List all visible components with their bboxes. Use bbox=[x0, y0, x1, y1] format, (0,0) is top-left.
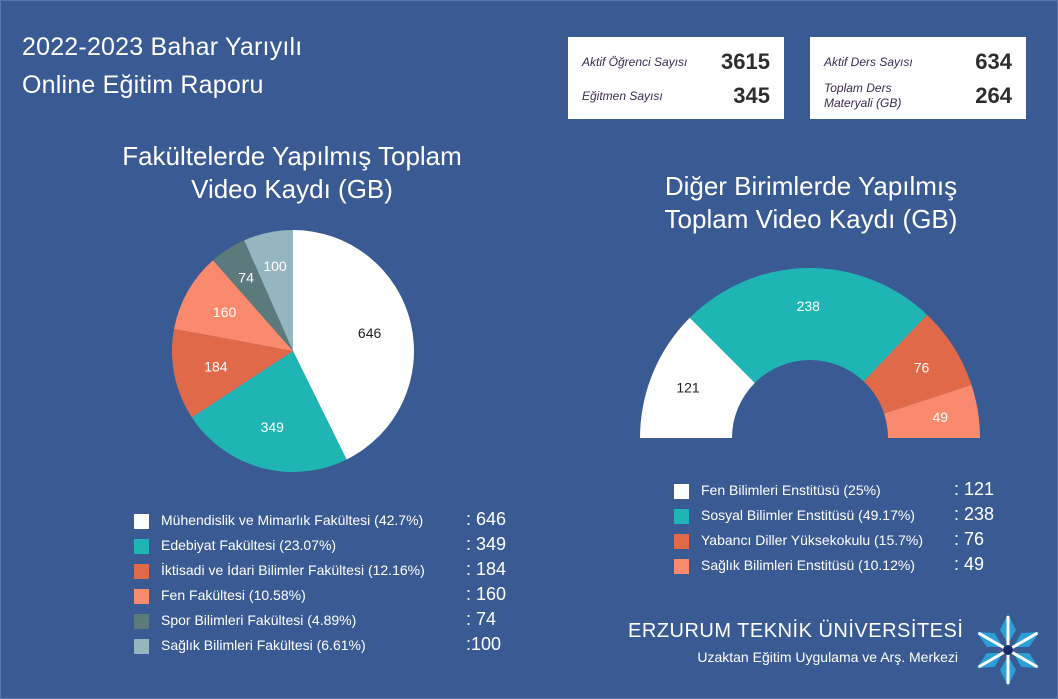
pie-slice bbox=[172, 328, 293, 418]
legend-value: : 74 bbox=[466, 609, 497, 629]
chart-title-faculties: Fakültelerde Yapılmış Toplam Video Kaydı… bbox=[122, 141, 462, 204]
pie-data-label: 646 bbox=[358, 325, 382, 341]
legend-item: Fen Bilimleri Enstitüsü (25%) : 121 bbox=[674, 479, 1034, 505]
legend-item: Sağlık Bilimleri Enstitüsü (10.12%) : 49 bbox=[674, 554, 1034, 580]
stat-value: 3615 bbox=[721, 49, 770, 74]
logo-center bbox=[1003, 645, 1013, 655]
legend-item: İktisadi ve İdari Bilimler Fakültesi (12… bbox=[134, 559, 534, 585]
legend-item: Edebiyat Fakültesi (23.07%) : 349 bbox=[134, 534, 534, 560]
pie-data-label: 160 bbox=[213, 304, 237, 320]
legend-swatch bbox=[674, 484, 689, 499]
pie-slice bbox=[244, 230, 293, 351]
legend-label: Fen Bilimleri Enstitüsü (25%) bbox=[701, 482, 881, 498]
report-title-line1: 2022-2023 Bahar Yarıyılı bbox=[22, 33, 303, 61]
legend-label: Fen Fakültesi (10.58%) bbox=[161, 587, 306, 603]
legend-swatch bbox=[674, 509, 689, 524]
stat-value: 264 bbox=[975, 83, 1012, 108]
stat-label: Toplam Ders Materyali (GB) bbox=[824, 81, 902, 110]
legend-swatch bbox=[134, 539, 149, 554]
legend-label: Edebiyat Fakültesi (23.07%) bbox=[161, 537, 337, 553]
report-title: 2022-2023 Bahar Yarıyılı Online Eğitim R… bbox=[22, 28, 302, 104]
stat-row-active-courses: Aktif Ders Sayısı 634 bbox=[824, 46, 1012, 78]
donut-data-label: 121 bbox=[676, 380, 700, 396]
legend-item: Fen Fakültesi (10.58%) : 160 bbox=[134, 584, 534, 610]
legend-value: : 184 bbox=[466, 559, 507, 579]
donut-data-label: 238 bbox=[797, 298, 821, 314]
pie-slice bbox=[174, 260, 293, 351]
legend-item: Yabancı Diller Yüksekokulu (15.7%) : 76 bbox=[674, 529, 1034, 555]
stat-row-course-materials: Toplam Ders Materyali (GB) 264 bbox=[824, 80, 1012, 112]
pie-slice bbox=[293, 230, 414, 460]
legend-other-units: Fen Bilimleri Enstitüsü (25%) : 121 Sosya… bbox=[674, 479, 1034, 580]
legend-swatch bbox=[674, 559, 689, 574]
legend-swatch bbox=[134, 589, 149, 604]
legend-faculties: Mühendislik ve Mimarlık Fakültesi (42.7%… bbox=[134, 509, 534, 660]
legend-swatch bbox=[134, 614, 149, 629]
university-name: ERZURUM TEKNİK ÜNİVERSİTESİ bbox=[628, 620, 964, 642]
legend-value: :100 bbox=[466, 634, 502, 654]
legend-swatch bbox=[134, 564, 149, 579]
donut-slice bbox=[863, 314, 972, 414]
center-name: Uzaktan Eğitim Uygulama ve Arş. Merkezi bbox=[697, 649, 958, 665]
legend-value: : 238 bbox=[954, 504, 995, 524]
pie-slice bbox=[191, 351, 347, 473]
pie-data-label: 184 bbox=[204, 359, 228, 375]
legend-item: Spor Bilimleri Fakültesi (4.89%) : 74 bbox=[134, 609, 534, 635]
legend-swatch bbox=[134, 639, 149, 654]
pie-data-label: 74 bbox=[238, 270, 254, 286]
legend-value: : 646 bbox=[466, 509, 507, 529]
legend-label: Sağlık Bilimleri Fakültesi (6.61%) bbox=[161, 637, 366, 653]
stat-value: 634 bbox=[975, 49, 1012, 74]
legend-value: : 349 bbox=[466, 534, 507, 554]
donut-data-label: 76 bbox=[914, 359, 930, 375]
donut-slice bbox=[640, 317, 755, 438]
legend-item: Sağlık Bilimleri Fakültesi (6.61%) :100 bbox=[134, 634, 534, 660]
legend-label: Yabancı Diller Yüksekokulu (15.7%) bbox=[701, 532, 924, 548]
stats-card-right: Aktif Ders Sayısı 634 Toplam Ders Matery… bbox=[810, 37, 1026, 119]
legend-swatch bbox=[134, 514, 149, 529]
donut-slice bbox=[884, 384, 980, 438]
legend-value: : 49 bbox=[954, 554, 985, 574]
logo-spoke bbox=[977, 631, 1009, 652]
logo-spoke bbox=[977, 648, 1009, 669]
pie-data-label: 349 bbox=[261, 419, 285, 435]
donut-data-label: 49 bbox=[933, 409, 949, 425]
legend-label: Mühendislik ve Mimarlık Fakültesi (42.7%… bbox=[161, 512, 424, 528]
legend-swatch bbox=[674, 534, 689, 549]
branding: ERZURUM TEKNİK ÜNİVERSİTESİ Uzaktan Eğit… bbox=[628, 620, 964, 665]
legend-value: : 121 bbox=[954, 479, 995, 499]
snowflake-logo-icon bbox=[976, 614, 1040, 686]
pie-data-label: 100 bbox=[263, 258, 287, 274]
stat-value: 345 bbox=[733, 83, 770, 108]
legend-value: : 160 bbox=[466, 584, 507, 604]
stat-label: Eğitmen Sayısı bbox=[582, 88, 663, 103]
stats-card-left: Aktif Öğrenci Sayısı 3615 Eğitmen Sayısı… bbox=[568, 37, 784, 119]
stat-label: Aktif Ders Sayısı bbox=[824, 54, 913, 69]
logo-spoke bbox=[1007, 631, 1039, 652]
stat-row-active-students: Aktif Öğrenci Sayısı 3615 bbox=[582, 46, 770, 78]
legend-label: Spor Bilimleri Fakültesi (4.89%) bbox=[161, 612, 357, 628]
legend-label: Sosyal Bilimler Enstitüsü (49.17%) bbox=[701, 507, 915, 523]
legend-value: : 76 bbox=[954, 529, 985, 549]
donut-slice bbox=[689, 267, 928, 383]
stat-label: Aktif Öğrenci Sayısı bbox=[582, 54, 688, 69]
stat-row-instructors: Eğitmen Sayısı 345 bbox=[582, 80, 770, 112]
legend-item: Mühendislik ve Mimarlık Fakültesi (42.7%… bbox=[134, 509, 534, 535]
legend-label: Sağlık Bilimleri Enstitüsü (10.12%) bbox=[701, 557, 915, 573]
chart-title-other-units: Diğer Birimlerde Yapılmış Toplam Video K… bbox=[664, 171, 958, 234]
logo-spoke bbox=[1007, 648, 1039, 669]
legend-item: Sosyal Bilimler Enstitüsü (49.17%) : 238 bbox=[674, 504, 1034, 530]
pie-slice bbox=[212, 240, 293, 351]
legend-label: İktisadi ve İdari Bilimler Fakültesi (12… bbox=[161, 562, 425, 578]
report-title-line2: Online Eğitim Raporu bbox=[22, 71, 264, 99]
